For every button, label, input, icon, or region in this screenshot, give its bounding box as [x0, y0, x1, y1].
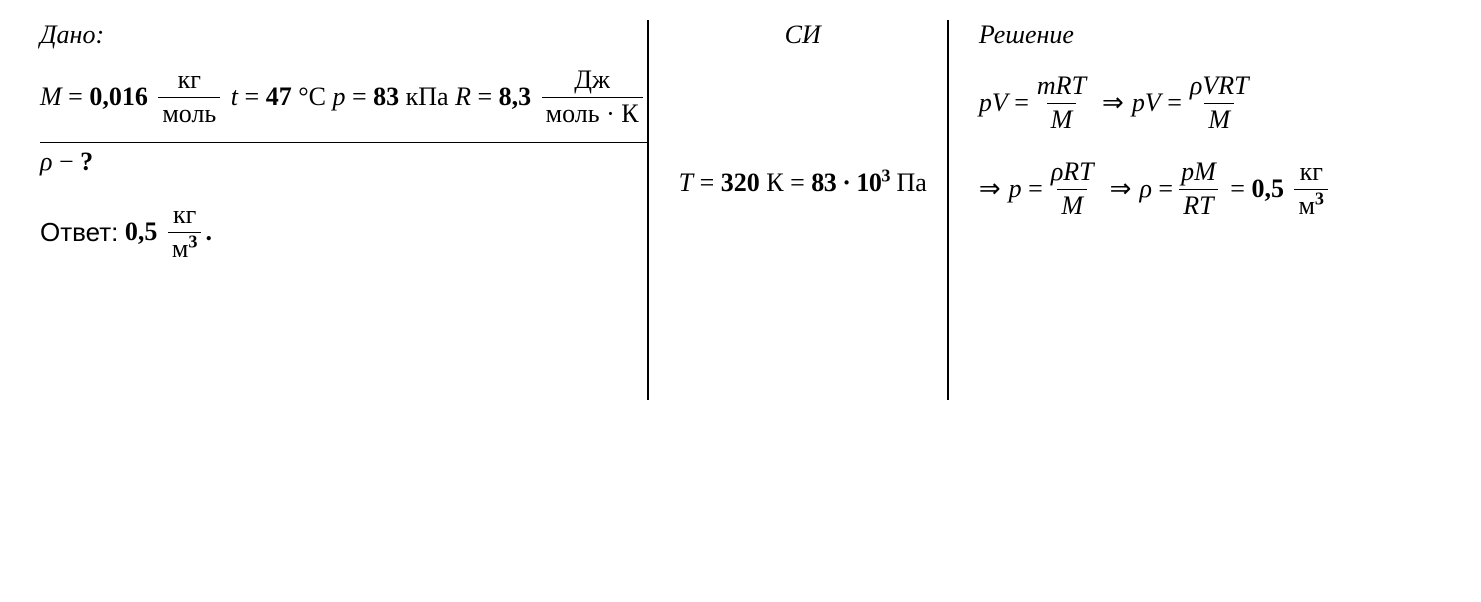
si-header: СИ — [679, 20, 927, 50]
eq: = — [790, 170, 805, 196]
sym-T: T — [679, 170, 693, 196]
si-p: = 83 · 103 Па — [790, 170, 927, 196]
given-R: R = 8,3 Дж моль · К — [455, 66, 647, 128]
answer-row: Ответ: 0,5 кг м3 . — [40, 201, 647, 263]
arrow-icon: ⇒ — [1110, 174, 1132, 204]
sym-R: R — [455, 84, 471, 110]
given-p: p = 83 кПа — [332, 84, 448, 110]
l2b-lhs: ρ — [1139, 174, 1151, 204]
find-sym: ρ — [40, 149, 52, 175]
l1b-frac: ρVRT M — [1186, 72, 1253, 134]
arrow-icon: ⇒ — [979, 174, 1001, 204]
answer-unit-den: м3 — [168, 232, 202, 264]
answer-unit: кг м3 — [168, 201, 202, 263]
unit-T: К — [766, 170, 783, 196]
eq: = — [700, 170, 715, 196]
si-block: T = 320 К = 83 · 103 Па — [679, 164, 927, 202]
given-t: t = 47 °C — [231, 84, 326, 110]
solution-header: Решение — [979, 20, 1441, 50]
si-column: СИ T = 320 К = 83 · 103 Па — [649, 20, 947, 202]
sym-M: M — [40, 84, 62, 110]
given-M: M = 0,016 кг моль — [40, 66, 224, 128]
val-R: 8,3 — [499, 84, 532, 110]
given-header: Дано: — [40, 20, 647, 50]
eq: = — [68, 84, 83, 110]
l2b-val: 0,5 — [1251, 174, 1284, 204]
l1a-frac: mRT M — [1033, 72, 1090, 134]
unit-pSI: Па — [897, 170, 927, 196]
unit-R: Дж моль · К — [542, 66, 643, 128]
answer-dot: . — [205, 217, 212, 247]
find-row: ρ − ? — [40, 149, 647, 175]
val-p: 83 — [373, 84, 399, 110]
unit-t: °C — [298, 84, 326, 110]
l2a-frac: ρRT M — [1047, 158, 1098, 220]
val-t: 47 — [266, 84, 292, 110]
given-column: Дано: M = 0,016 кг моль t = 47 — [40, 20, 647, 263]
l1a-lhs: pV — [979, 88, 1008, 118]
sym-t: t — [231, 84, 238, 110]
given-main: M = 0,016 кг моль t = 47 °C — [40, 60, 647, 143]
arrow-icon: ⇒ — [1102, 88, 1124, 118]
eq: = — [352, 84, 367, 110]
find-dash: − — [59, 149, 74, 175]
sym-p: p — [332, 84, 345, 110]
unit-M: кг моль — [158, 66, 220, 128]
solution-line-2: ⇒ p = ρRT M ⇒ ρ = pM RT = 0,5 кг — [979, 158, 1441, 220]
l2a-lhs: p — [1009, 174, 1022, 204]
solution-column: Решение pV = mRT M ⇒ pV = ρVRT M ⇒ p = — [949, 20, 1441, 232]
problem-layout: Дано: M = 0,016 кг моль t = 47 — [40, 20, 1441, 400]
answer-val: 0,5 — [125, 217, 158, 247]
answer-label: Ответ: — [40, 217, 118, 248]
l2b-unit-den: м3 — [1294, 189, 1328, 221]
si-T: T = 320 К — [679, 170, 784, 196]
eq: = — [245, 84, 260, 110]
l1b-lhs: pV — [1132, 88, 1161, 118]
l2b-frac: pM RT — [1177, 158, 1220, 220]
val-M: 0,016 — [89, 84, 148, 110]
eq: = — [477, 84, 492, 110]
unit-p: кПа — [406, 84, 449, 110]
val-T: 320 — [721, 170, 760, 196]
solution-line-1: pV = mRT M ⇒ pV = ρVRT M — [979, 72, 1441, 134]
find-q: ? — [80, 149, 93, 175]
si-p-base: 83 · 103 — [811, 170, 890, 196]
l2b-unit: кг м3 — [1294, 158, 1328, 220]
